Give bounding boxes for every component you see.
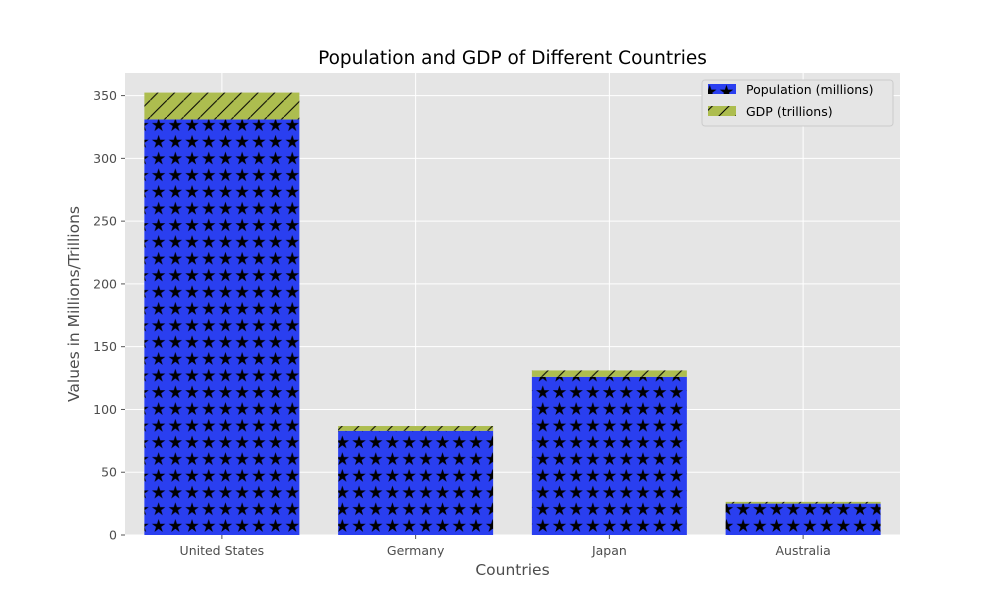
y-tick-label: 350 bbox=[93, 88, 117, 103]
axes: 0 50 100 150 200 250 300 350 United States German… bbox=[93, 88, 831, 558]
legend: Population (millions) GDP (trillions) bbox=[701, 79, 894, 127]
x-tick-label-united-states: United States bbox=[180, 543, 265, 558]
legend-frame bbox=[701, 79, 894, 127]
y-tick-label: 150 bbox=[93, 339, 117, 354]
bar-gdp-trillions-united-states bbox=[144, 92, 300, 120]
x-tick-label-australia: Australia bbox=[775, 543, 830, 558]
chart-title: Population and GDP of Different Countrie… bbox=[318, 48, 707, 69]
y-tick-label: 0 bbox=[109, 528, 117, 543]
bars bbox=[144, 92, 881, 536]
bar-gdp-trillions-australia bbox=[725, 501, 881, 504]
bar-gdp-trillions-japan bbox=[531, 370, 687, 377]
legend-label-gdp: GDP (trillions) bbox=[746, 104, 833, 119]
y-tick-label: 200 bbox=[93, 276, 117, 291]
x-tick-label-japan: Japan bbox=[591, 543, 627, 558]
legend-label-population: Population (millions) bbox=[746, 82, 874, 97]
legend-swatch-gdp bbox=[708, 106, 736, 116]
y-tick-label: 300 bbox=[93, 151, 117, 166]
y-tick-label: 100 bbox=[93, 402, 117, 417]
bar-population-millions-united-states bbox=[144, 119, 300, 536]
bar-gdp-trillions-germany bbox=[338, 426, 494, 431]
legend-swatch-population bbox=[708, 84, 736, 94]
y-tick-label: 50 bbox=[101, 465, 117, 480]
bar-population-millions-australia bbox=[725, 503, 881, 535]
y-axis-title: Values in Millions/Trillions bbox=[65, 206, 83, 402]
x-tick-label-germany: Germany bbox=[387, 543, 445, 558]
bar-population-millions-germany bbox=[338, 430, 494, 535]
x-axis-title: Countries bbox=[475, 561, 549, 579]
bar-population-millions-japan bbox=[531, 376, 687, 535]
y-tick-label: 250 bbox=[93, 214, 117, 229]
